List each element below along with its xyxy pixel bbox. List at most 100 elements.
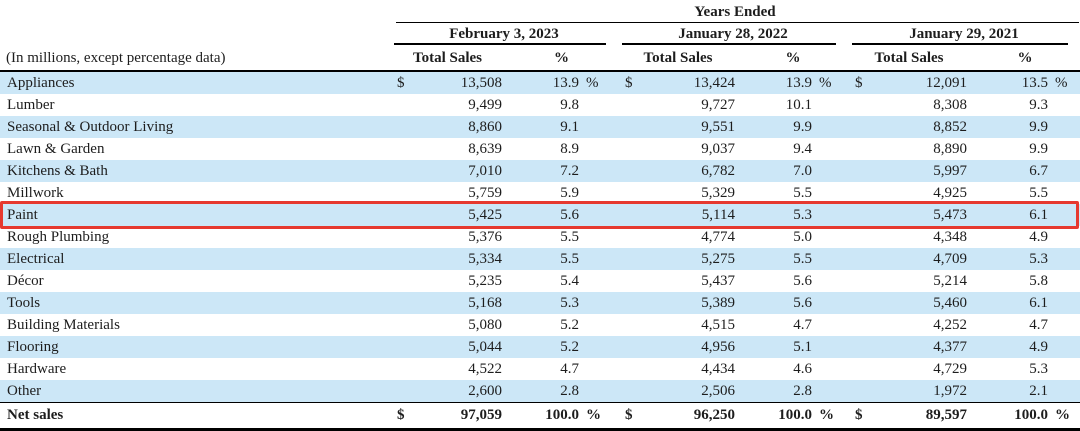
currency-symbol bbox=[390, 160, 420, 182]
total-sales-value: 9,551 bbox=[701, 118, 735, 135]
percent-value: 4.7 bbox=[793, 316, 812, 333]
percent-symbol bbox=[1050, 248, 1080, 270]
percent-value: 5.4 bbox=[560, 272, 579, 289]
period-2023-label: February 3, 2023 bbox=[390, 23, 618, 46]
currency-symbol bbox=[390, 226, 420, 248]
row-category: Lawn & Garden bbox=[7, 140, 105, 157]
percent-value: 100.0 bbox=[505, 402, 581, 431]
percent-value: 9.1 bbox=[560, 118, 579, 135]
percent-value: 5.3 bbox=[1029, 250, 1048, 267]
percent-symbol bbox=[1050, 138, 1080, 160]
total-sales-value: 5,080 bbox=[468, 316, 502, 333]
currency-symbol bbox=[848, 314, 880, 336]
percent-value: 5.6 bbox=[560, 206, 579, 223]
currency-symbol bbox=[618, 314, 648, 336]
total-sales-value: 4,709 bbox=[933, 250, 967, 267]
percent-value: 8.9 bbox=[560, 140, 579, 157]
percent-value: 4.6 bbox=[793, 360, 812, 377]
total-sales-value: 5,044 bbox=[468, 338, 502, 355]
currency-symbol bbox=[848, 204, 880, 226]
percent-value: 4.9 bbox=[1029, 228, 1048, 245]
years-ended-header-row: Years Ended bbox=[0, 2, 1080, 23]
years-ended-label: Years Ended bbox=[390, 2, 1080, 23]
percent-symbol bbox=[814, 270, 848, 292]
currency-symbol: $ bbox=[397, 74, 405, 91]
percent-symbol bbox=[581, 116, 618, 138]
percent-symbol bbox=[1050, 182, 1080, 204]
percent-value: 4.9 bbox=[1029, 338, 1048, 355]
table-row: Décor 5,235 5.4 5,437 5.6 5,214 5.8 bbox=[0, 270, 1080, 292]
currency-symbol bbox=[848, 292, 880, 314]
percent-symbol bbox=[581, 160, 618, 182]
currency-symbol bbox=[618, 270, 648, 292]
currency-symbol bbox=[390, 116, 420, 138]
row-category: Seasonal & Outdoor Living bbox=[7, 118, 174, 135]
percent-symbol bbox=[1050, 94, 1080, 116]
percent-value: 5.8 bbox=[1029, 272, 1048, 289]
percent-symbol bbox=[814, 248, 848, 270]
percent-symbol bbox=[581, 292, 618, 314]
percent-value: 5.5 bbox=[560, 250, 579, 267]
percent-value: 13.9 bbox=[552, 74, 579, 91]
total-sales-value: 8,852 bbox=[933, 118, 967, 135]
total-sales-value: 4,522 bbox=[468, 360, 502, 377]
currency-symbol bbox=[618, 160, 648, 182]
percent-value: 5.5 bbox=[1029, 184, 1048, 201]
total-sales-value: 4,515 bbox=[701, 316, 735, 333]
percent-value: 13.5 bbox=[1021, 74, 1048, 91]
percent-value: 6.1 bbox=[1029, 294, 1048, 311]
currency-symbol bbox=[390, 358, 420, 380]
total-sales-value: 5,275 bbox=[701, 250, 735, 267]
percent-symbol bbox=[581, 358, 618, 380]
total-sales-value: 5,389 bbox=[701, 294, 735, 311]
percent-symbol: % bbox=[814, 402, 848, 431]
total-sales-value: 8,308 bbox=[933, 96, 967, 113]
total-sales-value: 9,499 bbox=[468, 96, 502, 113]
table-row: Paint 5,425 5.6 5,114 5.3 5,473 6.1 bbox=[0, 204, 1080, 226]
currency-symbol bbox=[618, 292, 648, 314]
percent-symbol bbox=[581, 270, 618, 292]
percent-symbol bbox=[814, 204, 848, 226]
total-sales-value: 4,377 bbox=[933, 338, 967, 355]
percent-value: 7.0 bbox=[793, 162, 812, 179]
percent-symbol bbox=[1050, 160, 1080, 182]
total-sales-value: 4,252 bbox=[933, 316, 967, 333]
percent-symbol bbox=[1050, 204, 1080, 226]
row-category: Hardware bbox=[7, 360, 67, 377]
currency-symbol bbox=[848, 160, 880, 182]
row-category: Other bbox=[7, 382, 42, 399]
percent-value: 5.2 bbox=[560, 338, 579, 355]
percent-value: 4.7 bbox=[560, 360, 579, 377]
percent-value: 5.1 bbox=[793, 338, 812, 355]
percent-symbol bbox=[581, 226, 618, 248]
percent-header: % bbox=[970, 46, 1080, 72]
currency-symbol: $ bbox=[625, 74, 633, 91]
currency-symbol bbox=[618, 248, 648, 270]
currency-symbol bbox=[390, 138, 420, 160]
period-2022-label: January 28, 2022 bbox=[618, 23, 848, 46]
percent-value: 10.1 bbox=[785, 96, 812, 113]
percent-value: 100.0 bbox=[970, 402, 1050, 431]
total-sales-value: 5,425 bbox=[468, 206, 502, 223]
total-sales-value: 2,600 bbox=[468, 382, 502, 399]
total-sales-header: Total Sales bbox=[848, 46, 970, 72]
percent-value: 100.0 bbox=[738, 402, 814, 431]
percent-symbol bbox=[1050, 314, 1080, 336]
percent-value: 9.9 bbox=[1029, 140, 1048, 157]
percent-symbol bbox=[814, 226, 848, 248]
table-row: Kitchens & Bath 7,010 7.2 6,782 7.0 5,997 6.7 bbox=[0, 160, 1080, 182]
percent-value: 5.9 bbox=[560, 184, 579, 201]
currency-symbol bbox=[390, 314, 420, 336]
currency-symbol bbox=[390, 94, 420, 116]
percent-header: % bbox=[738, 46, 848, 72]
table-row: Seasonal & Outdoor Living 8,860 9.1 9,551 9.… bbox=[0, 116, 1080, 138]
percent-value: 7.2 bbox=[560, 162, 579, 179]
total-sales-value: 4,925 bbox=[933, 184, 967, 201]
currency-symbol bbox=[848, 248, 880, 270]
total-sales-value: 5,460 bbox=[933, 294, 967, 311]
total-sales-value: 4,956 bbox=[701, 338, 735, 355]
percent-value: 9.9 bbox=[1029, 118, 1048, 135]
total-sales-value: 5,334 bbox=[468, 250, 502, 267]
total-sales-value: 96,250 bbox=[648, 402, 738, 431]
table-row: Rough Plumbing 5,376 5.5 4,774 5.0 4,348 4.9 bbox=[0, 226, 1080, 248]
